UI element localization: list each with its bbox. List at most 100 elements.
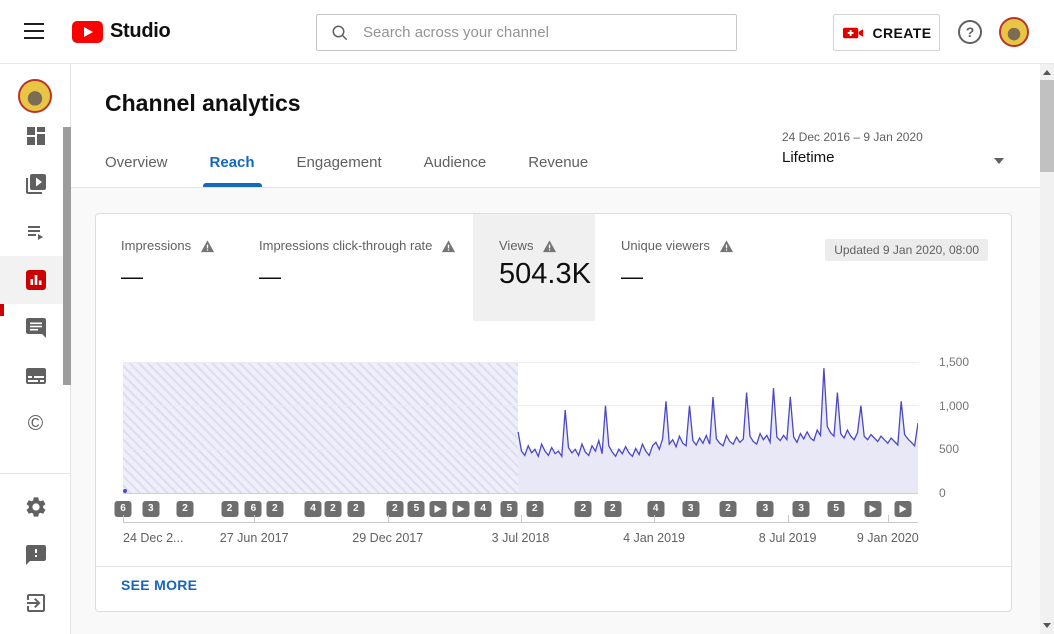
- sidebar-item-exit[interactable]: [0, 579, 71, 627]
- video-marker-count[interactable]: 3: [792, 501, 810, 517]
- metric-value: —: [259, 264, 281, 289]
- video-marker-play[interactable]: [864, 501, 882, 517]
- video-marker-count[interactable]: 3: [756, 501, 774, 517]
- sidebar-divider: [0, 473, 71, 474]
- chart-plot[interactable]: [123, 361, 918, 494]
- analytics-icon: [25, 270, 46, 290]
- metric-label: Unique viewers: [621, 238, 710, 253]
- metric-views[interactable]: Views 504.3K: [473, 214, 595, 321]
- studio-logo[interactable]: Studio: [72, 20, 171, 43]
- search-input[interactable]: [363, 24, 736, 41]
- scrollbar-thumb[interactable]: [1040, 80, 1054, 172]
- video-marker-count[interactable]: 4: [647, 501, 665, 517]
- metric-unique-viewers[interactable]: Unique viewers —: [621, 214, 781, 321]
- youtube-logo-icon: [72, 20, 103, 43]
- sidebar-scrollbar[interactable]: [63, 127, 71, 385]
- video-marker-count[interactable]: 6: [244, 501, 262, 517]
- video-marker-count[interactable]: 3: [142, 501, 160, 517]
- sidebar-item-subtitles[interactable]: [0, 352, 71, 400]
- video-marker-count[interactable]: 2: [266, 501, 284, 517]
- x-axis-labels: 24 Dec 2... 27 Jun 2017 29 Dec 2017 3 Jul 2…: [123, 531, 919, 547]
- sidebar-item-analytics[interactable]: [0, 256, 71, 304]
- y-tick-label: 1,500: [939, 355, 970, 369]
- sidebar-item-playlists[interactable]: [0, 208, 71, 256]
- video-marker-play[interactable]: [452, 501, 470, 517]
- video-marker-count[interactable]: 2: [386, 501, 404, 517]
- help-icon[interactable]: ?: [958, 20, 982, 44]
- scroll-up-icon[interactable]: [1043, 70, 1051, 75]
- topbar: Studio CREATE ?: [0, 0, 1054, 64]
- video-marker-count[interactable]: 5: [407, 501, 425, 517]
- channel-avatar[interactable]: [18, 79, 52, 113]
- x-tick: [520, 515, 522, 523]
- reach-card: Impressions — Impressions click-through …: [95, 213, 1012, 612]
- video-marker-count[interactable]: 4: [474, 501, 492, 517]
- feedback-icon: [25, 545, 46, 565]
- video-marker-count[interactable]: 2: [176, 501, 194, 517]
- video-marker-play[interactable]: [894, 501, 912, 517]
- sidebar-item-settings[interactable]: [0, 483, 71, 531]
- scroll-down-icon[interactable]: [1043, 623, 1051, 628]
- create-button[interactable]: CREATE: [833, 14, 940, 51]
- sidebar-item-copyright[interactable]: ©: [0, 400, 71, 448]
- video-marker-count[interactable]: 2: [604, 501, 622, 517]
- brand-text: Studio: [110, 20, 171, 42]
- video-marker-count[interactable]: 2: [221, 501, 239, 517]
- views-line-series: [123, 368, 918, 493]
- window-scrollbar[interactable]: [1040, 64, 1054, 634]
- video-marker-count[interactable]: 2: [526, 501, 544, 517]
- x-tick: [887, 515, 889, 523]
- account-avatar[interactable]: [999, 17, 1029, 47]
- video-marker-count[interactable]: 4: [304, 501, 322, 517]
- metric-label: Impressions: [121, 238, 192, 253]
- metric-impressions[interactable]: Impressions —: [121, 214, 256, 321]
- metric-impressions-ctr[interactable]: Impressions click-through rate —: [259, 214, 464, 321]
- video-marker-play[interactable]: [429, 501, 447, 517]
- warning-icon: [543, 239, 557, 252]
- card-divider: [96, 566, 1011, 567]
- tab-reach[interactable]: Reach: [202, 154, 262, 187]
- metric-label: Views: [499, 238, 534, 253]
- tab-revenue[interactable]: Revenue: [528, 154, 589, 171]
- sidebar-item-dashboard[interactable]: [0, 112, 71, 160]
- no-data-region: [123, 362, 519, 493]
- x-tick: [254, 515, 256, 523]
- see-more-link[interactable]: SEE MORE: [121, 577, 198, 593]
- x-tick-label: 27 Jun 2017: [219, 531, 289, 545]
- metric-value: —: [621, 264, 643, 289]
- tab-audience[interactable]: Audience: [423, 154, 487, 171]
- exit-icon: [26, 594, 45, 612]
- playlists-icon: [27, 226, 43, 240]
- tab-overview[interactable]: Overview: [105, 154, 168, 171]
- menu-icon[interactable]: [24, 23, 44, 39]
- video-marker-count[interactable]: 3: [682, 501, 700, 517]
- video-marker-count[interactable]: 2: [719, 501, 737, 517]
- search-box[interactable]: [316, 14, 737, 51]
- video-marker-count[interactable]: 6: [114, 501, 132, 517]
- video-marker-count[interactable]: 5: [827, 501, 845, 517]
- date-range-selector[interactable]: 24 Dec 2016 – 9 Jan 2020 Lifetime: [782, 130, 1004, 166]
- video-marker-count[interactable]: 2: [574, 501, 592, 517]
- comments-icon: [25, 318, 46, 338]
- metric-label: Impressions click-through rate: [259, 238, 433, 253]
- date-range-text: 24 Dec 2016 – 9 Jan 2020: [782, 130, 923, 144]
- gridline: [123, 492, 918, 494]
- analytics-tabs: Overview Reach Engagement Audience Reven…: [105, 154, 588, 187]
- tab-engagement[interactable]: Engagement: [296, 154, 382, 171]
- sidebar-item-comments[interactable]: [0, 304, 71, 352]
- sidebar-item-content[interactable]: [0, 160, 71, 208]
- sidebar-item-feedback[interactable]: [0, 531, 71, 579]
- content-icon: [25, 174, 46, 194]
- video-marker-count[interactable]: 2: [347, 501, 365, 517]
- y-tick-label: 1,000: [939, 398, 970, 413]
- metric-value: 504.3K: [499, 258, 591, 290]
- video-marker-count[interactable]: 2: [324, 501, 342, 517]
- content-area: Impressions — Impressions click-through …: [71, 188, 1040, 634]
- y-tick-label: 500: [939, 442, 960, 457]
- video-marker-count[interactable]: 5: [500, 501, 518, 517]
- subtitles-icon: [25, 368, 46, 384]
- settings-icon: [26, 497, 45, 517]
- page-header: Channel analytics Overview Reach Engagem…: [71, 64, 1040, 188]
- warning-icon: [201, 239, 215, 252]
